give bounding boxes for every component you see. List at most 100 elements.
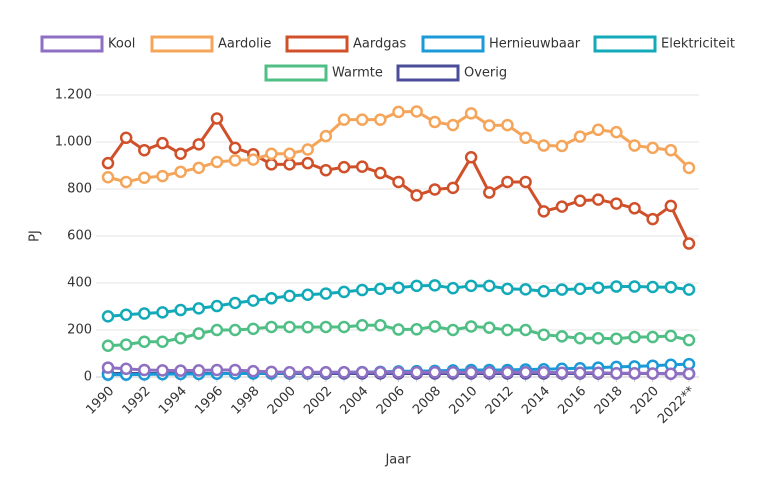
data-point	[410, 105, 423, 118]
data-point	[646, 330, 659, 344]
data-point	[573, 130, 587, 143]
data-point	[374, 366, 387, 379]
data-point	[446, 281, 460, 295]
data-point	[555, 330, 569, 343]
x-tick-label: 1996	[192, 384, 226, 418]
data-point	[138, 363, 151, 377]
x-tick-label: 1990	[83, 384, 117, 418]
data-point	[410, 366, 423, 379]
data-point	[228, 141, 242, 155]
data-point	[138, 171, 151, 184]
data-point	[101, 171, 115, 184]
data-point	[138, 143, 151, 157]
data-point	[501, 366, 514, 379]
data-point	[192, 327, 206, 340]
data-point	[319, 366, 333, 379]
data-point	[591, 193, 605, 206]
x-tick-label: 2002	[301, 384, 335, 418]
data-point	[301, 156, 314, 170]
data-point	[319, 287, 333, 300]
data-point	[138, 307, 151, 320]
legend-swatch	[150, 35, 214, 53]
data-point	[337, 160, 351, 174]
data-point	[664, 143, 678, 157]
data-point	[428, 366, 442, 379]
data-point	[228, 296, 242, 310]
data-point	[483, 366, 496, 379]
data-point	[355, 160, 369, 173]
data-point	[428, 115, 442, 129]
data-point	[101, 339, 115, 352]
data-point	[283, 366, 296, 379]
data-point	[519, 323, 532, 337]
y-tick-label: 200	[67, 323, 92, 338]
legend-swatch	[40, 35, 104, 53]
x-axis-label: Jaar	[384, 453, 411, 468]
data-point	[156, 335, 169, 348]
data-point	[210, 155, 224, 169]
data-point	[646, 212, 659, 226]
data-point	[483, 186, 496, 199]
data-point	[537, 366, 550, 379]
data-point	[682, 333, 696, 347]
data-point	[428, 183, 442, 196]
data-point	[138, 335, 151, 348]
data-point	[156, 169, 169, 183]
data-point	[610, 366, 623, 380]
data-point	[210, 299, 224, 313]
legend-label: Warmte	[332, 66, 383, 81]
data-point	[610, 125, 623, 139]
legend-label: Elektriciteit	[661, 37, 735, 52]
data-point	[301, 143, 314, 156]
y-axis-label: PJ	[28, 230, 43, 242]
data-point	[337, 285, 351, 299]
data-point	[192, 161, 206, 175]
legend-swatch	[593, 35, 657, 53]
x-tick-label: 1998	[229, 384, 263, 418]
data-point	[519, 283, 532, 296]
data-point	[101, 361, 115, 374]
data-point	[228, 154, 242, 167]
x-tick-label: 2006	[374, 384, 408, 418]
data-point	[265, 365, 278, 379]
data-point	[573, 282, 587, 296]
data-point	[392, 281, 405, 294]
data-point	[646, 141, 659, 155]
data-point	[355, 113, 369, 126]
legend-swatch	[421, 35, 485, 53]
data-point	[156, 364, 169, 377]
data-point	[664, 280, 678, 294]
data-point	[682, 367, 696, 380]
y-tick-label: 600	[67, 229, 92, 244]
x-tick-label: 2022**	[655, 383, 699, 427]
data-point	[537, 139, 550, 152]
data-point	[355, 283, 369, 297]
x-tick-label: 2018	[592, 384, 626, 418]
data-point	[283, 158, 296, 171]
data-point	[283, 320, 296, 334]
data-point	[210, 323, 224, 337]
data-point	[392, 105, 405, 119]
data-point	[446, 118, 460, 132]
data-point	[555, 139, 569, 153]
legend-label: Overig	[464, 66, 507, 81]
legend-label: Hernieuwbaar	[489, 37, 581, 52]
data-point	[537, 328, 550, 341]
data-point	[374, 319, 387, 332]
data-point	[591, 123, 605, 137]
y-tick-label: 400	[67, 276, 92, 291]
data-point	[664, 329, 678, 343]
data-point	[573, 366, 587, 380]
data-point	[428, 320, 442, 333]
data-point	[283, 289, 296, 303]
data-point	[464, 107, 478, 120]
data-point	[247, 322, 260, 336]
data-point	[610, 280, 623, 293]
data-point	[265, 292, 278, 305]
x-tick-label: 2000	[265, 384, 299, 418]
data-point	[174, 147, 187, 160]
data-point	[101, 310, 115, 323]
data-point	[265, 320, 278, 334]
x-tick-label: 2008	[410, 384, 444, 418]
